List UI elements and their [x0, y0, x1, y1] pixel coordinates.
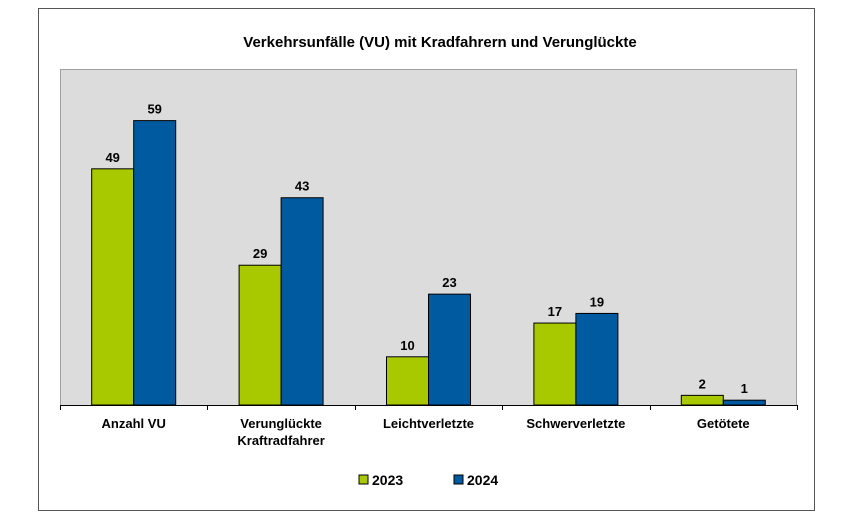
- legend: 2023 2024: [358, 472, 498, 488]
- bar-2023-2: [386, 356, 429, 406]
- category-label: Leichtverletzte: [383, 416, 474, 431]
- legend-label-2024: 2024: [467, 472, 498, 488]
- data-label-2024-2: 23: [442, 275, 456, 290]
- data-label-2024-0: 59: [147, 102, 161, 117]
- data-label-2023-2: 10: [400, 338, 414, 353]
- bars-group: [91, 120, 766, 406]
- bar-2024-1: [280, 197, 324, 406]
- category-label: Schwerverletzte: [526, 416, 625, 431]
- x-axis-ticks: [60, 405, 798, 410]
- data-label-2023-1: 29: [253, 246, 267, 261]
- data-label-2023-4: 2: [699, 376, 706, 391]
- category-label: Verunglückte: [240, 416, 322, 431]
- category-label: Kraftradfahrer: [237, 433, 324, 448]
- bar-2023-0: [91, 168, 135, 406]
- bar-2024-0: [133, 120, 177, 406]
- bar-2024-3: [575, 312, 619, 406]
- data-label-2024-1: 43: [295, 179, 309, 194]
- bar-2024-2: [428, 293, 471, 406]
- category-label: Getötete: [697, 416, 750, 431]
- data-label-2023-0: 49: [105, 150, 119, 165]
- legend-swatch-2023: [358, 474, 369, 485]
- data-label-2024-3: 19: [590, 294, 604, 309]
- legend-label-2023: 2023: [372, 472, 403, 488]
- x-axis-category-labels: Anzahl VU Verunglückte Kraftradfahrer Leich…: [102, 416, 750, 448]
- legend-swatch-2024: [453, 474, 464, 485]
- bar-2024-4: [722, 399, 766, 406]
- data-label-2024-4: 1: [741, 381, 748, 396]
- bar-2023-1: [238, 264, 282, 406]
- bar-2023-4: [680, 394, 724, 406]
- chart-title: Verkehrsunfälle (VU) mit Kradfahrern und…: [243, 34, 636, 51]
- category-label: Anzahl VU: [102, 416, 166, 431]
- data-label-2023-3: 17: [548, 304, 562, 319]
- bar-2023-3: [533, 322, 577, 406]
